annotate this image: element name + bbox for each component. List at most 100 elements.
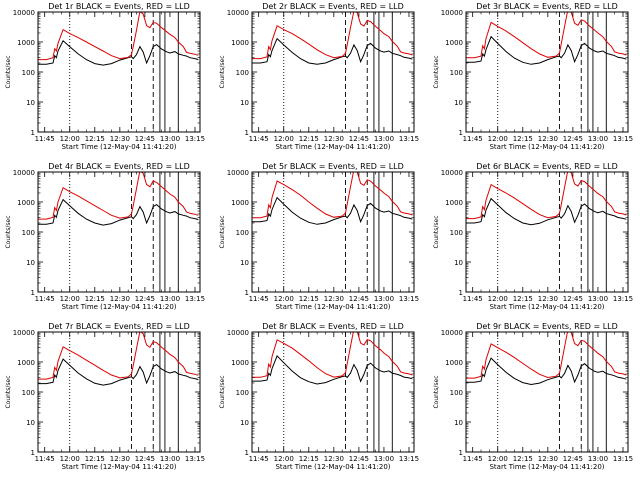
y-tick-label: 10000 (441, 9, 463, 17)
plot-frame (465, 11, 629, 133)
x-tick-label: 11:45 (35, 135, 55, 143)
y-axis-label: Counts/sec (433, 55, 440, 88)
panel-title: Det 8r BLACK = Events, RED = LLD (262, 322, 404, 331)
panel-title: Det 2r BLACK = Events, RED = LLD (262, 2, 404, 11)
y-tick-label: 10 (454, 259, 463, 267)
x-tick-label: 12:30 (538, 135, 558, 143)
x-tick-label: 12:00 (60, 455, 80, 463)
y-axis-label: Counts/sec (5, 55, 12, 88)
y-tick-label: 1000 (445, 359, 463, 367)
plot-area (466, 12, 627, 132)
plot-area (38, 332, 199, 452)
x-tick-label: 12:00 (274, 295, 294, 303)
y-tick-label: 1000 (17, 199, 35, 207)
series-events (466, 357, 627, 386)
y-tick-label: 1 (459, 449, 463, 457)
x-tick-label: 12:30 (324, 455, 344, 463)
plot-area (252, 332, 413, 452)
x-tick-label: 12:15 (299, 295, 319, 303)
series-lld (252, 12, 413, 60)
y-tick-label: 10000 (227, 9, 249, 17)
x-tick-label: 12:45 (135, 135, 155, 143)
x-tick-label: 13:00 (160, 135, 180, 143)
x-tick-label: 12:15 (513, 455, 533, 463)
x-tick-label: 13:00 (588, 295, 608, 303)
y-tick-label: 100 (22, 229, 35, 237)
series-lld (466, 12, 627, 59)
panel-title: Det 6r BLACK = Events, RED = LLD (476, 162, 618, 171)
plot-frame (37, 331, 201, 453)
x-tick-label: 12:45 (563, 295, 583, 303)
y-tick-label: 10000 (227, 169, 249, 177)
x-axis-label: Start Time (12-May-04 11:41:20) (275, 303, 390, 311)
series-events (252, 196, 413, 225)
x-tick-label: 12:45 (563, 135, 583, 143)
series-events (252, 354, 413, 385)
detector-panel-5: Det 5r BLACK = Events, RED = LLD Counts/s… (219, 162, 419, 311)
x-tick-label: 12:00 (274, 135, 294, 143)
y-tick-label: 1000 (445, 199, 463, 207)
x-tick-label: 13:00 (374, 295, 394, 303)
x-tick-label: 13:15 (399, 135, 419, 143)
y-tick-label: 10000 (13, 169, 35, 177)
x-tick-label: 12:45 (135, 295, 155, 303)
series-lld (466, 332, 627, 379)
detector-panel-6: Det 6r BLACK = Events, RED = LLD Counts/s… (433, 162, 633, 311)
y-tick-label: 10000 (227, 329, 249, 337)
y-tick-label: 100 (22, 389, 35, 397)
x-tick-label: 13:00 (588, 455, 608, 463)
x-axis-label: Start Time (12-May-04 11:41:20) (489, 463, 604, 471)
y-tick-label: 10000 (13, 329, 35, 337)
x-tick-label: 12:00 (488, 455, 508, 463)
x-tick-label: 11:45 (249, 295, 269, 303)
x-tick-label: 12:15 (299, 135, 319, 143)
x-tick-label: 12:15 (513, 295, 533, 303)
y-tick-label: 1 (459, 289, 463, 297)
plot-frame (465, 331, 629, 453)
y-tick-label: 1 (31, 129, 35, 137)
y-axis-label: Counts/sec (433, 215, 440, 248)
x-tick-label: 13:15 (399, 455, 419, 463)
detector-panel-3: Det 3r BLACK = Events, RED = LLD Counts/s… (433, 2, 633, 151)
panel-title: Det 4r BLACK = Events, RED = LLD (48, 162, 190, 171)
x-tick-label: 13:15 (613, 455, 633, 463)
x-tick-label: 12:30 (324, 295, 344, 303)
x-tick-label: 12:00 (488, 295, 508, 303)
plot-frame (37, 171, 201, 293)
x-tick-label: 12:30 (110, 455, 130, 463)
y-axis-label: Counts/sec (219, 215, 226, 248)
y-tick-label: 10 (454, 99, 463, 107)
plot-frame (465, 171, 629, 293)
y-axis-label: Counts/sec (5, 375, 12, 408)
x-tick-label: 13:00 (374, 135, 394, 143)
y-tick-label: 1 (31, 289, 35, 297)
plot-area (252, 12, 413, 132)
x-tick-label: 13:15 (613, 135, 633, 143)
detector-panel-8: Det 8r BLACK = Events, RED = LLD Counts/s… (219, 322, 419, 471)
series-lld (252, 332, 413, 378)
y-tick-label: 1000 (17, 359, 35, 367)
detector-panel-2: Det 2r BLACK = Events, RED = LLD Counts/s… (219, 2, 419, 151)
series-events (38, 39, 199, 66)
y-tick-label: 1 (245, 129, 249, 137)
y-tick-label: 1000 (231, 199, 249, 207)
series-events (252, 37, 413, 65)
x-tick-label: 11:45 (249, 135, 269, 143)
y-tick-label: 10 (26, 419, 35, 427)
x-tick-label: 13:15 (399, 295, 419, 303)
plot-area (38, 12, 199, 132)
y-tick-label: 1000 (231, 39, 249, 47)
series-lld (38, 172, 199, 220)
x-tick-label: 12:15 (299, 455, 319, 463)
series-events (38, 198, 199, 226)
x-tick-label: 13:15 (185, 295, 205, 303)
y-tick-label: 10 (454, 419, 463, 427)
x-tick-label: 11:45 (463, 135, 483, 143)
y-tick-label: 10000 (13, 9, 35, 17)
x-tick-label: 13:15 (185, 455, 205, 463)
panel-title: Det 7r BLACK = Events, RED = LLD (48, 322, 190, 331)
panel-title: Det 5r BLACK = Events, RED = LLD (262, 162, 404, 171)
x-tick-label: 11:45 (463, 295, 483, 303)
x-tick-label: 12:45 (349, 455, 369, 463)
